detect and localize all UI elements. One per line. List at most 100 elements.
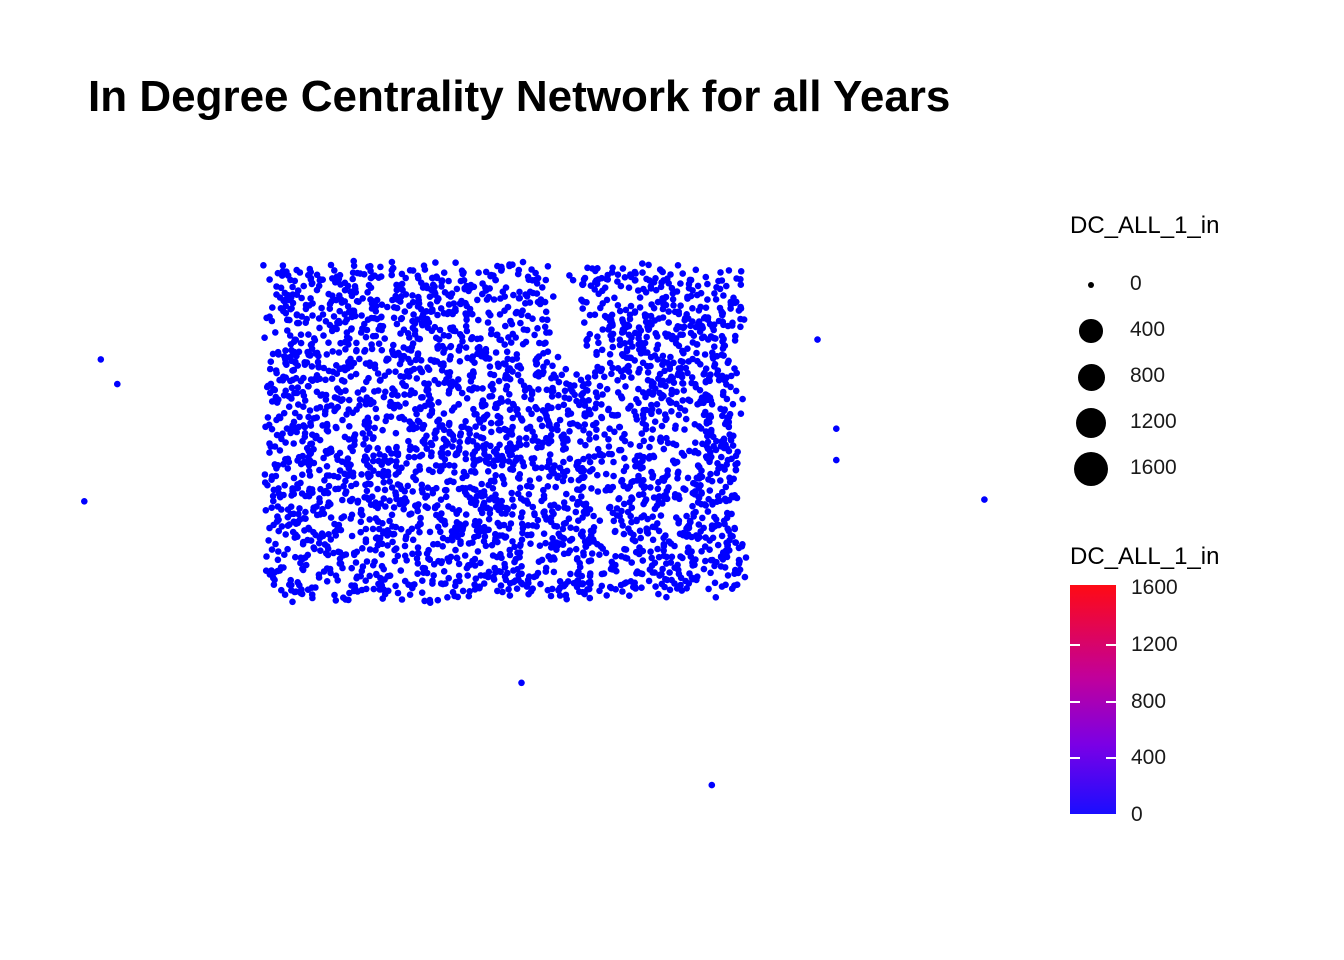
- data-point: [305, 383, 312, 390]
- data-point: [284, 545, 291, 553]
- data-point: [301, 527, 308, 534]
- data-point: [698, 548, 705, 555]
- data-point: [586, 578, 594, 585]
- data-point: [587, 282, 595, 290]
- data-point: [648, 554, 655, 562]
- data-point: [567, 570, 574, 578]
- data-point: [266, 440, 273, 447]
- data-point: [276, 493, 284, 501]
- data-point: [377, 322, 384, 330]
- data-point: [414, 570, 421, 577]
- data-point: [304, 551, 312, 559]
- data-point: [416, 466, 424, 473]
- data-point: [401, 391, 408, 398]
- data-point: [507, 520, 515, 527]
- data-point: [555, 378, 563, 386]
- data-point: [651, 505, 659, 513]
- data-point: [430, 541, 437, 548]
- data-point: [718, 532, 726, 540]
- data-point: [409, 536, 417, 544]
- data-point: [418, 486, 426, 493]
- data-point: [556, 416, 564, 424]
- data-point: [417, 306, 425, 313]
- data-point: [495, 377, 503, 385]
- data-point: [421, 597, 428, 605]
- data-point: [445, 574, 453, 582]
- data-point: [459, 474, 466, 482]
- data-point: [410, 473, 417, 481]
- data-point: [275, 485, 282, 492]
- data-point: [543, 329, 550, 336]
- data-point: [578, 391, 585, 399]
- data-point: [529, 585, 536, 592]
- data-point: [367, 296, 374, 303]
- data-point: [619, 588, 626, 595]
- data-point: [504, 398, 512, 405]
- data-point: [316, 436, 324, 444]
- data-point: [289, 598, 296, 606]
- data-point: [420, 262, 428, 270]
- data-point: [702, 378, 710, 385]
- data-point: [471, 562, 479, 569]
- data-point: [327, 536, 335, 543]
- data-point: [408, 387, 415, 394]
- data-point: [429, 580, 436, 587]
- data-point: [620, 326, 628, 334]
- data-point: [473, 442, 481, 449]
- data-point: [480, 538, 488, 545]
- data-point: [392, 462, 400, 470]
- data-point: [342, 346, 349, 353]
- data-point: [727, 301, 735, 309]
- data-point: [490, 573, 497, 581]
- data-point: [369, 332, 377, 340]
- data-point: [284, 522, 292, 529]
- data-point: [380, 565, 388, 573]
- data-point: [261, 471, 269, 478]
- data-point: [446, 461, 453, 469]
- data-point: [418, 394, 425, 401]
- data-point: [341, 286, 349, 294]
- data-point: [320, 489, 328, 497]
- data-point: [373, 534, 381, 541]
- data-point: [359, 545, 366, 552]
- data-point: [362, 481, 369, 489]
- data-point: [635, 335, 642, 342]
- data-point: [356, 396, 364, 403]
- data-point: [705, 585, 712, 593]
- data-point: [298, 490, 306, 497]
- data-point: [663, 560, 670, 567]
- data-point: [562, 581, 569, 588]
- color-bar-tick-label: 400: [1131, 746, 1167, 770]
- data-point: [534, 325, 541, 332]
- data-point: [618, 476, 626, 484]
- data-point: [313, 349, 321, 357]
- data-point: [586, 436, 593, 443]
- data-point: [575, 422, 583, 430]
- data-point: [289, 283, 296, 291]
- data-point: [350, 433, 358, 441]
- data-point: [580, 549, 587, 556]
- data-point: [307, 295, 314, 302]
- data-point: [372, 546, 379, 554]
- data-point: [731, 525, 739, 533]
- data-point: [598, 346, 606, 354]
- data-point: [396, 282, 403, 289]
- data-point: [325, 482, 333, 490]
- data-point: [501, 425, 508, 433]
- data-point: [640, 512, 648, 519]
- size-legend-key: [1068, 354, 1114, 400]
- data-point: [518, 563, 525, 570]
- data-point: [350, 587, 358, 595]
- data-point: [512, 457, 519, 465]
- data-point: [702, 304, 710, 312]
- data-point: [718, 453, 725, 461]
- data-point: [677, 331, 684, 339]
- data-point: [403, 498, 410, 505]
- data-point: [521, 393, 528, 401]
- data-point: [673, 458, 681, 466]
- data-point: [374, 485, 381, 493]
- data-point: [694, 499, 702, 506]
- data-point: [652, 583, 659, 590]
- data-point: [318, 304, 325, 312]
- data-point: [374, 504, 382, 512]
